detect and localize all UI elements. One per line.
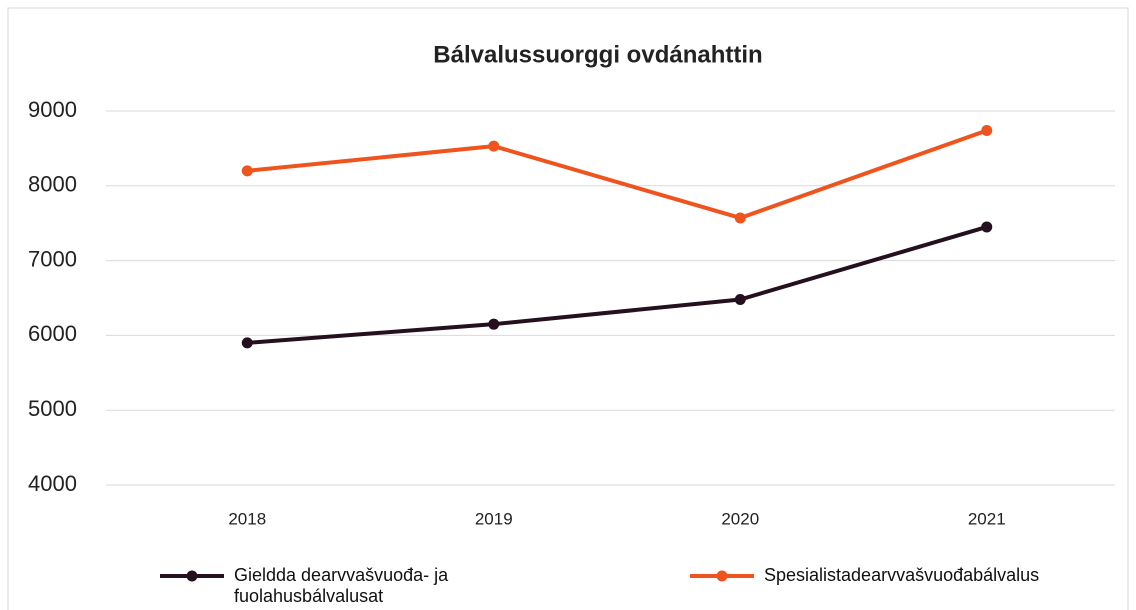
- legend-marker: [186, 570, 198, 582]
- data-point: [241, 165, 253, 177]
- x-tick-label: 2019: [475, 509, 513, 528]
- y-tick-label: 4000: [28, 471, 77, 496]
- legend-item: Gieldda dearvvašvuođa- ja fuolahusbálval…: [234, 565, 449, 606]
- legend-marker: [716, 570, 728, 582]
- x-tick-label: 2021: [968, 509, 1006, 528]
- y-tick-label: 9000: [28, 97, 77, 122]
- data-point: [734, 293, 746, 305]
- data-point: [488, 140, 500, 152]
- data-point: [981, 221, 993, 233]
- legend-label: Gieldda dearvvašvuođa- ja fuolahusbálval…: [234, 565, 449, 606]
- legend-label: Spesialistadearvvašvuođabálvalus: [764, 565, 1040, 585]
- data-point: [488, 318, 500, 330]
- series-line: [247, 225, 988, 345]
- data-point: [981, 124, 993, 136]
- legend-item: Spesialistadearvvašvuođabálvalus: [764, 565, 1040, 585]
- data-point: [734, 212, 746, 224]
- series-line: [247, 128, 988, 220]
- y-tick-label: 7000: [28, 246, 77, 271]
- x-tick-label: 2020: [721, 509, 759, 528]
- chart-title: Bálvalussuorggi ovdánahttin: [433, 41, 762, 68]
- y-tick-label: 5000: [28, 396, 77, 421]
- x-tick-label: 2018: [228, 509, 266, 528]
- chart-frame: [7, 7, 1129, 610]
- data-point: [241, 337, 253, 349]
- y-tick-label: 8000: [28, 172, 77, 197]
- y-tick-label: 6000: [28, 321, 77, 346]
